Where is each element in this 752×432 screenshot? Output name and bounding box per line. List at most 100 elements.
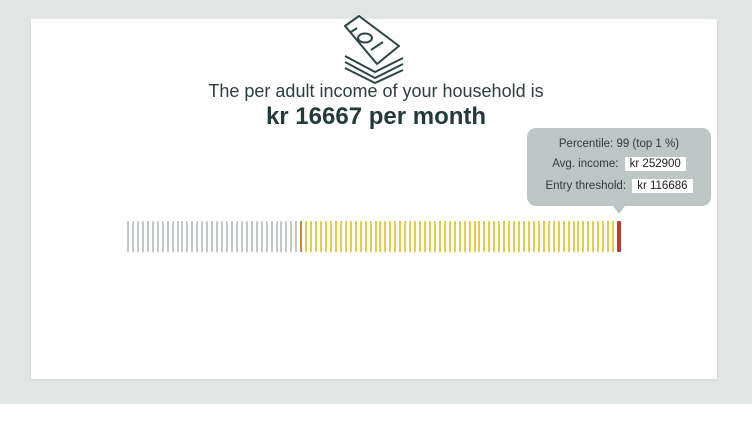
entry-threshold-label: Entry threshold: xyxy=(545,180,627,192)
bar-tick-above xyxy=(448,221,451,252)
percentile-value: 99 (top 1 %) xyxy=(616,138,680,150)
bar-tick-above xyxy=(602,221,605,252)
bar-tick-above xyxy=(399,221,402,252)
bar-tick-below xyxy=(285,221,288,252)
bar-tick-above xyxy=(354,221,357,252)
bar-tick-above xyxy=(498,221,501,252)
bar-tick-above xyxy=(562,221,565,252)
bar-tick-above xyxy=(339,221,342,252)
percentile-row: Percentile: 99 (top 1 %) xyxy=(527,138,711,150)
bar-tick-below xyxy=(196,221,199,252)
bar-tick-below xyxy=(265,221,268,252)
bar-tick-above xyxy=(557,221,560,252)
bar-tick-above xyxy=(488,221,491,252)
bar-tick-above xyxy=(325,221,327,252)
bar-tick-above xyxy=(394,221,397,252)
bar-tick-above xyxy=(532,221,535,252)
bar-tick-above xyxy=(527,221,530,252)
bar-tick-above xyxy=(414,221,417,252)
bar-tick-below xyxy=(240,221,243,252)
bar-tick-below xyxy=(201,221,204,252)
avg-income-value: kr 252900 xyxy=(624,157,686,171)
bar-tick-below xyxy=(280,221,283,252)
bar-tick-above xyxy=(567,221,570,252)
bar-tick-above xyxy=(364,221,367,252)
bar-tick-above xyxy=(344,221,347,252)
bar-tick-below xyxy=(166,221,169,252)
bar-tick-below xyxy=(141,221,144,252)
bar-tick-above xyxy=(468,221,471,252)
bar-tick-above xyxy=(453,221,456,252)
bar-marker-current xyxy=(617,221,622,252)
bar-tick-above xyxy=(329,221,332,252)
bar-tick-above xyxy=(582,221,585,252)
bar-tick-above xyxy=(369,221,372,252)
bar-tick-above xyxy=(458,221,461,252)
bar-tick-above xyxy=(607,221,610,252)
bar-tick-above xyxy=(473,221,476,252)
bar-tick-above xyxy=(493,221,496,252)
bar-tick-above xyxy=(587,221,590,252)
bar-tick-above xyxy=(359,221,362,252)
bar-tick-above xyxy=(592,221,595,252)
income-headline: kr 16667 per month xyxy=(265,103,487,130)
bar-tick-above xyxy=(428,221,431,252)
bar-tick-below xyxy=(131,221,134,252)
bar-tick-above xyxy=(349,221,352,252)
bar-tick-below xyxy=(235,221,238,252)
bar-tick-below xyxy=(255,221,258,252)
bar-tick-below xyxy=(250,221,253,252)
bar-tick-below xyxy=(136,221,139,252)
bar-tick-above xyxy=(424,221,426,252)
bar-tick-above xyxy=(320,221,323,252)
bar-tick-above xyxy=(433,221,436,252)
bar-tick-below xyxy=(206,221,209,252)
avg-income-row: Avg. income: kr 252900 xyxy=(527,157,711,171)
bar-tick-above xyxy=(305,221,308,252)
bar-tick-below xyxy=(186,221,189,252)
bar-tick-above xyxy=(518,221,521,252)
bar-tick-above xyxy=(389,221,392,252)
bar-tick-below xyxy=(275,221,278,252)
bar-tick-below xyxy=(226,221,228,252)
money-stack-icon xyxy=(344,15,404,84)
bar-tick-above xyxy=(508,221,511,252)
bar-tick-below xyxy=(161,221,164,252)
bar-tick-above xyxy=(577,221,580,252)
bar-tick-below xyxy=(171,221,174,252)
bar-tick-above xyxy=(478,221,481,252)
bar-tick-above xyxy=(438,221,441,252)
bar-tick-above xyxy=(384,221,387,252)
bar-tick-below xyxy=(221,221,224,252)
bar-tick-above xyxy=(572,221,575,252)
bar-tick-above xyxy=(374,221,377,252)
percentile-tooltip: Percentile: 99 (top 1 %) Avg. income: kr… xyxy=(527,128,711,214)
bar-tick-below xyxy=(176,221,179,252)
bar-tick-below xyxy=(216,221,219,252)
entry-threshold-row: Entry threshold: kr 116686 xyxy=(527,179,711,193)
bar-tick-below xyxy=(245,221,248,252)
entry-threshold-value: kr 116686 xyxy=(632,179,693,193)
bar-tick-above xyxy=(513,221,516,252)
bar-tick-below xyxy=(290,221,293,252)
percentile-label: Percentile: xyxy=(558,138,614,150)
bar-tick-below xyxy=(156,221,159,252)
bar-tick-above xyxy=(597,221,600,252)
bar-tick-above xyxy=(379,221,382,252)
bar-tick-above xyxy=(310,221,313,252)
bar-tick-above xyxy=(612,221,615,252)
bar-tick-above xyxy=(443,221,446,252)
bar-tick-below xyxy=(191,221,194,252)
bar-tick-below xyxy=(230,221,233,252)
bar-tick-above xyxy=(503,221,506,252)
bar-tick-below xyxy=(211,221,214,252)
bar-tick-above xyxy=(404,221,407,252)
bar-tick-below xyxy=(151,221,154,252)
bar-tick-above xyxy=(419,221,422,252)
bar-tick-below xyxy=(146,221,149,252)
bar-tick-above xyxy=(552,221,555,252)
bar-tick-above xyxy=(537,221,540,252)
bar-tick-boundary xyxy=(300,221,303,252)
bar-tick-above xyxy=(483,221,486,252)
bar-tick-below xyxy=(181,221,184,252)
